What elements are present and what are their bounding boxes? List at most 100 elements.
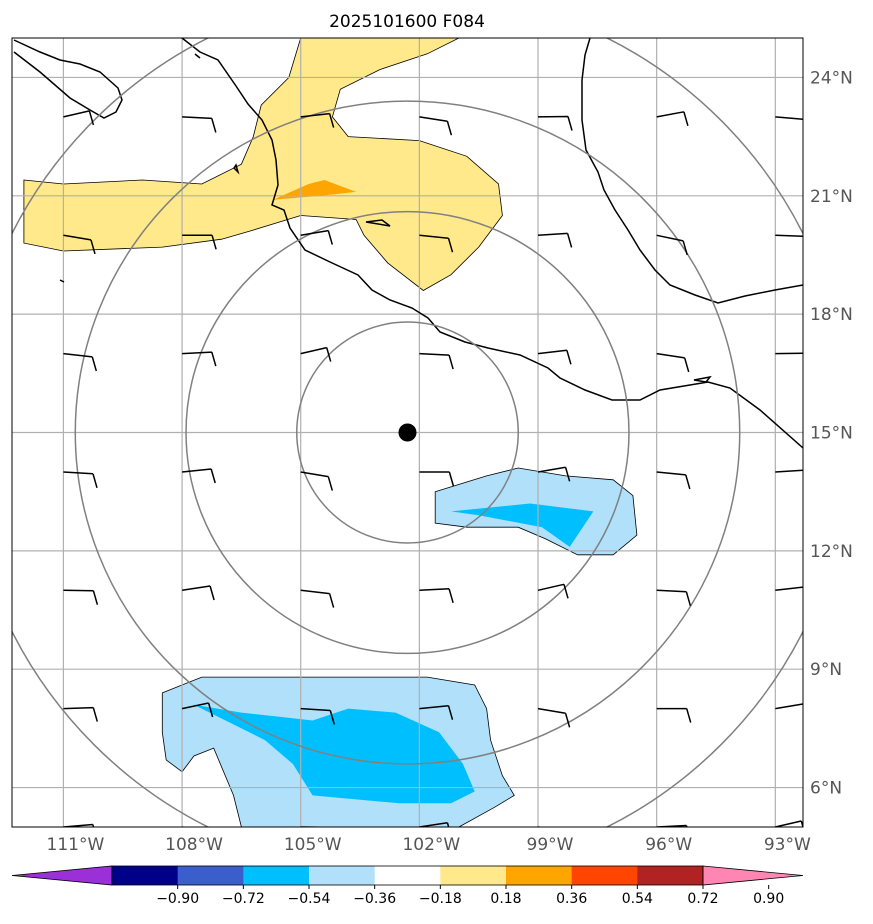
colorbar-tick-label: −0.72 xyxy=(222,891,265,907)
range-rings xyxy=(12,38,803,827)
wind-barb xyxy=(300,229,334,245)
wind-barb xyxy=(300,707,336,725)
wind-barb xyxy=(63,110,95,126)
colorbar-tick-label: 0.72 xyxy=(687,891,718,907)
contour-fill-5 xyxy=(193,704,475,804)
wind-barb xyxy=(181,585,215,601)
wind-barb xyxy=(775,820,803,827)
wind-barb xyxy=(182,116,217,133)
wind-barb xyxy=(537,466,571,482)
wind-barb xyxy=(537,115,573,131)
wind-barb xyxy=(63,706,99,722)
colorbar-tick-label: 0.90 xyxy=(753,891,784,907)
wind-barb xyxy=(419,471,455,487)
coastline-gulf xyxy=(581,38,803,304)
wind-barb xyxy=(656,707,692,723)
contour-fill-0 xyxy=(23,38,503,291)
wind-barb xyxy=(300,471,334,491)
wind-barb xyxy=(300,112,335,128)
colorbar-tick-label: −0.36 xyxy=(353,891,396,907)
wind-barb xyxy=(656,111,689,127)
contour-fill-3 xyxy=(451,503,594,547)
latitude-tick-label: 9°N xyxy=(810,660,842,680)
contour-outline-4 xyxy=(161,676,515,827)
coastline-layer xyxy=(13,38,803,449)
contour-outline-layer xyxy=(23,38,638,827)
colorbar-segment xyxy=(637,866,704,885)
wind-barb xyxy=(300,589,335,608)
wind-barb xyxy=(63,589,99,605)
longitude-tick-label: 96°W xyxy=(645,835,692,855)
colorbar-tick-label: −0.90 xyxy=(156,891,199,907)
wind-barb xyxy=(537,583,569,599)
wind-barb xyxy=(537,349,572,365)
gridlines xyxy=(12,38,803,827)
colorbar-segment xyxy=(506,866,573,885)
wind-barb xyxy=(775,234,803,237)
colorbar-segment xyxy=(571,866,638,885)
map-plot-area xyxy=(12,38,803,827)
colorbar-extend-low xyxy=(11,865,113,886)
colorbar-tick-label: 0.36 xyxy=(556,891,587,907)
wind-barb xyxy=(182,468,216,484)
coastline-island-1 xyxy=(194,53,201,59)
wind-barb xyxy=(537,707,571,728)
colorbar-segment xyxy=(177,866,244,885)
latitude-tick-label: 24°N xyxy=(810,68,853,88)
latitude-tick-label: 21°N xyxy=(810,187,853,207)
wind-barb xyxy=(181,702,214,718)
colorbar-segment xyxy=(374,866,441,885)
longitude-labels: 111°W 108°W 105°W 102°W 99°W 96°W 93°W xyxy=(47,835,811,855)
wind-barb xyxy=(775,586,803,592)
contour-outline-2 xyxy=(434,467,638,556)
wind-barb xyxy=(775,469,803,473)
wind-barb xyxy=(182,351,217,367)
latitude-tick-label: 6°N xyxy=(810,779,842,799)
coastline-mexico-pacific xyxy=(181,38,803,449)
wind-barb xyxy=(419,116,453,136)
map-frame xyxy=(11,37,804,828)
wind-barb xyxy=(656,352,690,373)
colorbar-tick-label: 0.54 xyxy=(622,891,653,907)
colorbar-tick-label: 0.18 xyxy=(490,891,521,907)
wind-barb xyxy=(419,821,450,827)
range-ring xyxy=(74,100,741,765)
wind-barb xyxy=(656,589,692,607)
contour-fill-layer xyxy=(23,38,637,827)
longitude-tick-label: 93°W xyxy=(764,835,811,855)
wind-barb xyxy=(775,116,803,121)
latitude-tick-label: 18°N xyxy=(810,305,853,325)
wind-barb xyxy=(419,234,454,253)
colorbar-segment xyxy=(112,866,179,885)
contour-outline-0 xyxy=(23,38,503,291)
colorbar: −0.90 −0.72 −0.54 −0.36 −0.18 0.18 0.36 0.54 0.7… xyxy=(11,865,804,907)
colorbar-tick-label: −0.18 xyxy=(419,891,462,907)
longitude-tick-label: 111°W xyxy=(47,835,105,855)
wind-barb xyxy=(656,471,691,490)
coastline-island-4 xyxy=(59,279,65,283)
colorbar-segment xyxy=(309,866,376,885)
longitude-tick-label: 108°W xyxy=(165,835,223,855)
latitude-tick-label: 15°N xyxy=(810,424,853,444)
wind-barb xyxy=(182,234,217,250)
wind-barbs xyxy=(63,110,803,827)
coastline-island-2 xyxy=(233,163,240,175)
wind-barb xyxy=(419,588,454,604)
latitude-labels: 24°N 21°N 18°N 15°N 12°N 9°N 6°N xyxy=(810,68,853,798)
wind-barb xyxy=(419,352,454,370)
longitude-tick-label: 102°W xyxy=(402,835,460,855)
longitude-tick-label: 99°W xyxy=(527,835,574,855)
contour-fill-1 xyxy=(273,180,357,200)
colorbar-segment xyxy=(440,866,507,885)
latitude-tick-label: 12°N xyxy=(810,542,853,562)
colorbar-frame xyxy=(111,865,704,886)
colorbar-extend-high xyxy=(702,865,804,886)
coastline-baja xyxy=(13,39,123,119)
wind-barb xyxy=(63,471,98,489)
wind-barb xyxy=(656,234,688,256)
wind-barb xyxy=(537,232,573,248)
wind-barb xyxy=(419,704,454,720)
range-ring xyxy=(296,321,519,544)
range-ring xyxy=(185,210,630,655)
